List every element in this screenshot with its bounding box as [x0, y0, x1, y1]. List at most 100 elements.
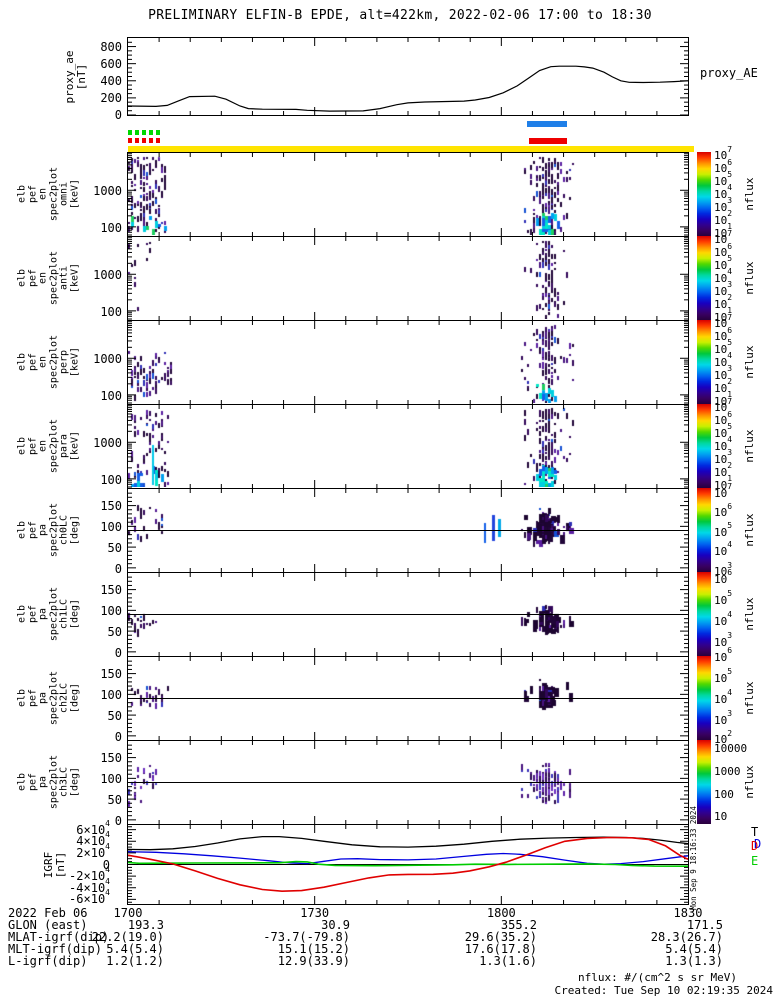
panel-border — [127, 320, 689, 405]
colorbar-elb_pef_en_spec2plot_anti — [697, 236, 711, 320]
colorbar-tick-elb_pef_en_spec2plot_para: 103 — [714, 448, 733, 466]
colorbar-tick-elb_pef_pa_spec2plot_ch0LC: 105 — [714, 521, 733, 539]
spectrogram-data-elb_pef_en_spec2plot_omni — [128, 153, 688, 235]
spectro-panel-elb_pef_pa_spec2plot_ch0LC — [127, 488, 689, 573]
colorbar-tick-elb_pef_en_spec2plot_omni: 106 — [714, 157, 733, 176]
exponent: 7 — [727, 144, 733, 154]
axis-row-value: 1.3(1.3) — [665, 954, 723, 968]
ytick-label-elb_pef_en_spec2plot_omni: 1000 — [93, 183, 122, 198]
proxy-ae-panel — [127, 37, 689, 116]
exponent: 2 — [727, 728, 733, 738]
axis-row-value: 28.3(26.7) — [650, 930, 723, 944]
igrf-legend-T: T — [751, 825, 759, 839]
ytick-label-elb_pef_en_spec2plot_para: 1000 — [93, 435, 122, 450]
ytick-label-elb_pef_pa_spec2plot_ch2LC: 0 — [114, 729, 122, 744]
data-line — [127, 836, 689, 893]
exponent: 6 — [727, 646, 733, 656]
colorbar-tick-elb_pef_pa_spec2plot_ch0LC: 107 — [714, 482, 733, 501]
colorbar-tick-elb_pef_en_spec2plot_para: 107 — [714, 396, 733, 415]
colorbar-elb_pef_en_spec2plot_para — [697, 404, 711, 488]
ytick-label-elb_pef_pa_spec2plot_ch0LC: 150 — [100, 498, 122, 513]
exponent: 4 — [727, 267, 733, 277]
igrf-ytick-label: 0 — [102, 857, 110, 872]
exponent: 5 — [727, 521, 733, 531]
igrf-ytick-label: 6×104 — [76, 818, 110, 837]
exponent: 5 — [727, 589, 733, 599]
colorbar-tick-elb_pef_en_spec2plot_para: 102 — [714, 461, 733, 479]
ytick-label-elb_pef_pa_spec2plot_ch2LC: 50 — [107, 708, 122, 723]
exponent: 1 — [727, 221, 733, 231]
spectro-panel-elb_pef_en_spec2plot_anti — [127, 236, 689, 321]
ytick-label-elb_pef_pa_spec2plot_ch2LC: 100 — [100, 687, 122, 702]
axis-row-value: 22.2(19.0) — [91, 930, 164, 944]
ytick-label-elb_pef_pa_spec2plot_ch3LC: 150 — [100, 750, 122, 765]
spectro-panel-elb_pef_en_spec2plot_omni — [127, 152, 689, 237]
flux-units-note: nflux: #/(cm^2 s sr MeV) — [578, 971, 737, 984]
colorbar-tick-elb_pef_en_spec2plot_omni: 101 — [714, 221, 733, 240]
exponent: 4 — [727, 610, 733, 620]
exponent: 4 — [727, 435, 733, 445]
axis-title-elb_pef_pa_spec2plot_ch2LC: elb pef pa spec2plot ch2LC [deg] — [16, 670, 81, 726]
axis-row-value: 355.2 — [500, 918, 537, 932]
exponent: 3 — [727, 448, 733, 458]
colorbar-elb_pef_pa_spec2plot_ch3LC — [697, 740, 711, 824]
proxy-ytick-label: 600 — [100, 56, 122, 71]
exponent: 3 — [727, 560, 733, 570]
axis-row-label: GLON (east) — [8, 918, 88, 932]
time-tick-label: 1800 — [486, 906, 516, 920]
colorbar-tick-elb_pef_en_spec2plot_omni: 103 — [714, 196, 733, 214]
exponent: 3 — [727, 631, 733, 641]
panel-border — [127, 236, 689, 321]
page-title: PRELIMINARY ELFIN-B EPDE, alt=422km, 202… — [148, 8, 652, 23]
exponent: 5 — [727, 254, 733, 264]
ytick-label-elb_pef_en_spec2plot_perp: 1000 — [93, 351, 122, 366]
exponent: 5 — [727, 170, 733, 180]
spectro-panel-elb_pef_pa_spec2plot_ch3LC — [127, 740, 689, 825]
exponent: 4 — [727, 183, 733, 193]
ytick-label-elb_pef_pa_spec2plot_ch1LC: 50 — [107, 624, 122, 639]
axis-row-label: L-igrf(dip) — [8, 954, 88, 968]
exponent: 3 — [727, 709, 733, 719]
exponent: 2 — [727, 461, 733, 471]
colorbar-tick-elb_pef_pa_spec2plot_ch1LC: 103 — [714, 631, 733, 649]
exponent: 2 — [727, 209, 733, 219]
ytick-label-elb_pef_pa_spec2plot_ch2LC: 150 — [100, 666, 122, 681]
colorbar-elb_pef_en_spec2plot_perp — [697, 320, 711, 404]
colorbar-tick-elb_pef_en_spec2plot_anti: 103 — [714, 280, 733, 298]
colorbar-tick-elb_pef_en_spec2plot_para: 106 — [714, 409, 733, 428]
exponent: 3 — [727, 196, 733, 206]
spectro-panel-elb_pef_pa_spec2plot_ch2LC — [127, 656, 689, 741]
spectrogram-data-elb_pef_en_spec2plot_anti — [128, 237, 688, 319]
axis-row-value: 5.4(5.4) — [106, 942, 164, 956]
igrf-axis-title: IGRF [nT] — [42, 851, 67, 878]
colorbar-elb_pef_pa_spec2plot_ch2LC — [697, 656, 711, 740]
exponent: 7 — [727, 482, 733, 492]
colorbar-title-elb_pef_en_spec2plot_para: nflux — [743, 429, 756, 463]
ytick-label-elb_pef_pa_spec2plot_ch1LC: 100 — [100, 603, 122, 618]
axis-row-value: 5.4(5.4) — [665, 942, 723, 956]
axis-row-value: 17.6(17.8) — [464, 942, 537, 956]
time-tick-label: 1700 — [113, 906, 143, 920]
colorbar-tick-elb_pef_en_spec2plot_omni: 107 — [714, 144, 733, 163]
axis-row-label: MLT-igrf(dip) — [8, 942, 102, 956]
data-line — [127, 835, 689, 851]
exponent: 4 — [105, 888, 110, 898]
time-tick-label: 1730 — [300, 906, 330, 920]
exponent: 5 — [727, 338, 733, 348]
colorbar-tick-elb_pef_en_spec2plot_perp: 104 — [714, 351, 733, 369]
ytick-label-elb_pef_pa_spec2plot_ch1LC: 0 — [114, 645, 122, 660]
axis-row-value: 30.9 — [321, 918, 350, 932]
spectro-panel-elb_pef_en_spec2plot_perp — [127, 320, 689, 405]
exponent: 3 — [727, 280, 733, 290]
colorbar-tick-elb_pef_en_spec2plot_perp: 102 — [714, 377, 733, 395]
colorbar-tick-elb_pef_pa_spec2plot_ch0LC: 103 — [714, 560, 733, 579]
colorbar-tick-elb_pef_pa_spec2plot_ch3LC: 100 — [714, 787, 734, 801]
colorbar-title-elb_pef_pa_spec2plot_ch1LC: nflux — [743, 597, 756, 631]
colorbar-tick-elb_pef_en_spec2plot_perp: 103 — [714, 364, 733, 382]
colorbar-tick-elb_pef_en_spec2plot_anti: 102 — [714, 293, 733, 311]
axis-row-value: 29.6(35.2) — [464, 930, 537, 944]
exponent: 7 — [727, 228, 733, 238]
ytick-label-elb_pef_en_spec2plot_omni: 100 — [100, 220, 122, 235]
axis-row-value: 12.9(33.9) — [277, 954, 350, 968]
